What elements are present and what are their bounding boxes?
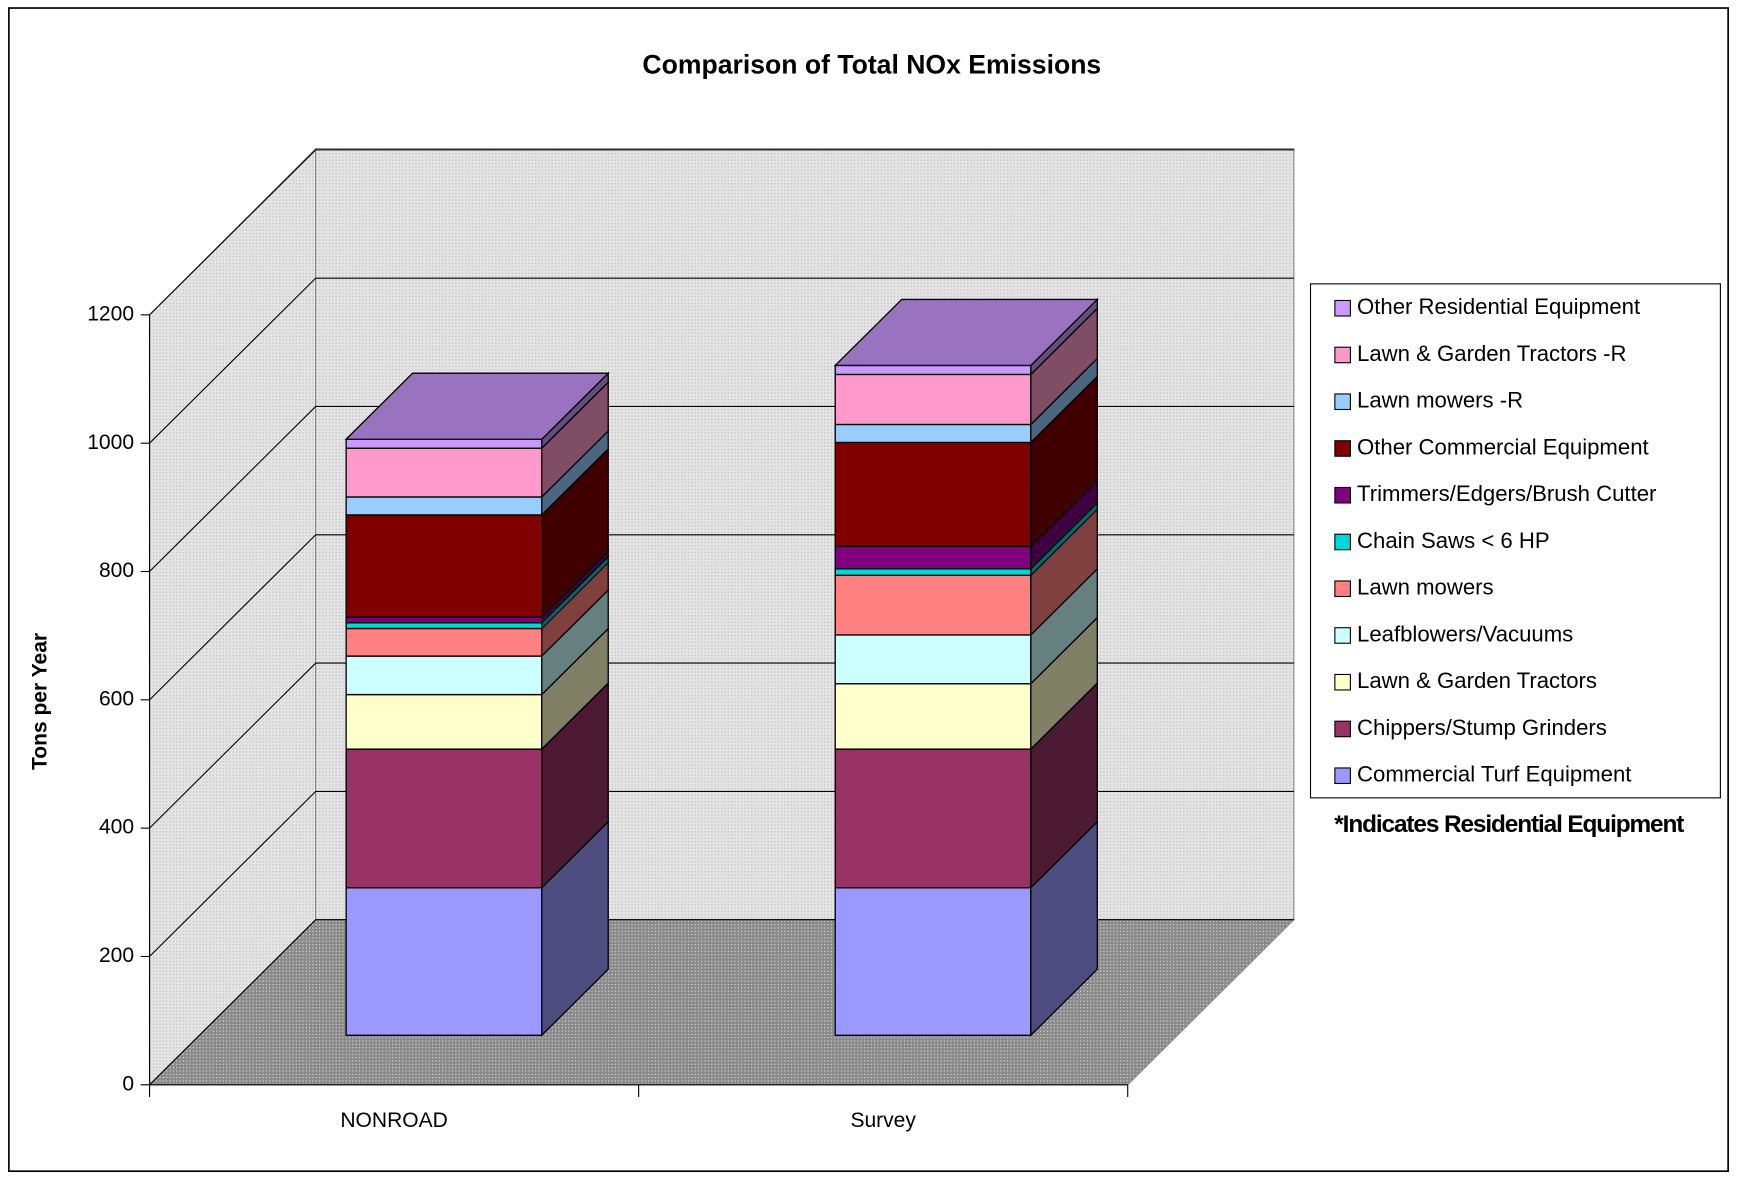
y-tick-label: 1200 (87, 302, 134, 325)
bar-segment (834, 423, 1032, 444)
floor (148, 919, 1296, 1086)
legend-swatch (1334, 440, 1351, 457)
legend-label: Lawn & Garden Tractors (1357, 668, 1597, 693)
legend-label: Leafblowers/Vacuums (1357, 621, 1573, 646)
bar-segment (834, 574, 1032, 636)
legend-label: Chain Saws < 6 HP (1357, 528, 1550, 553)
bar-segment (345, 887, 543, 1036)
y-tick-label: 1000 (87, 431, 134, 454)
chart-title: Comparison of Total NOx Emissions (642, 50, 1101, 80)
bar-segment (345, 496, 543, 516)
legend-swatch (1334, 580, 1351, 598)
legend-label: Lawn mowers (1357, 575, 1494, 600)
bar-top (344, 372, 610, 440)
bar-segment (345, 622, 543, 630)
legend-box (1309, 283, 1721, 799)
bar-top (833, 298, 1099, 367)
bar-segment (345, 627, 543, 657)
bar-segment (834, 568, 1032, 576)
legend-swatch (1334, 767, 1351, 785)
legend-label: Lawn & Garden Tractors -R (1357, 341, 1626, 366)
bar-segment (834, 373, 1032, 426)
bar-segment (345, 438, 543, 449)
legend-swatch (1334, 393, 1351, 411)
legend-swatch (1334, 299, 1351, 317)
bar-segment (834, 545, 1032, 570)
bar-segment (345, 655, 543, 696)
legend-swatch (1334, 720, 1351, 738)
bar-segment (834, 683, 1032, 750)
bar-segment (345, 693, 543, 750)
x-tick-label: NONROAD (340, 1109, 448, 1132)
y-tick-label: 400 (99, 816, 134, 839)
grid-line (149, 277, 1294, 444)
bars (344, 297, 1099, 1037)
bar-segment (834, 634, 1032, 685)
legend-label: Lawn mowers -R (1357, 388, 1523, 413)
legend-label: Commercial Turf Equipment (1357, 762, 1631, 787)
bar-segment (834, 748, 1032, 889)
y-tick-label: 800 (99, 559, 134, 582)
legend-swatch (1334, 673, 1351, 691)
y-tick-label: 600 (99, 687, 134, 710)
y-tick-label: 0 (122, 1072, 134, 1095)
legend-label: Trimmers/Edgers/Brush Cutter (1357, 481, 1656, 506)
legend-swatch (1334, 346, 1351, 364)
x-tick-label: Survey (850, 1109, 916, 1132)
bar-segment (834, 364, 1032, 376)
legend-label: Chippers/Stump Grinders (1357, 715, 1607, 740)
grid-line (149, 149, 1294, 316)
bar-segment (834, 887, 1032, 1036)
bar-segment (345, 616, 543, 624)
legend-swatch (1334, 627, 1351, 644)
legend-label: Other Commercial Equipment (1357, 434, 1649, 459)
y-axis-title: Tons per Year (29, 633, 52, 770)
y-tick-label: 200 (99, 944, 134, 967)
bar-segment (834, 441, 1032, 548)
legend: Commercial Turf Equipment Chippers/Stump … (1334, 294, 1656, 787)
legend-swatch (1334, 486, 1351, 504)
legend-swatch (1334, 533, 1351, 551)
annotation: *Indicates Residential Equipment (1334, 811, 1684, 838)
legend-label: Other Residential Equipment (1357, 294, 1640, 319)
bar-segment (345, 514, 543, 618)
bar-segment (345, 447, 543, 498)
bar-segment (345, 748, 543, 889)
